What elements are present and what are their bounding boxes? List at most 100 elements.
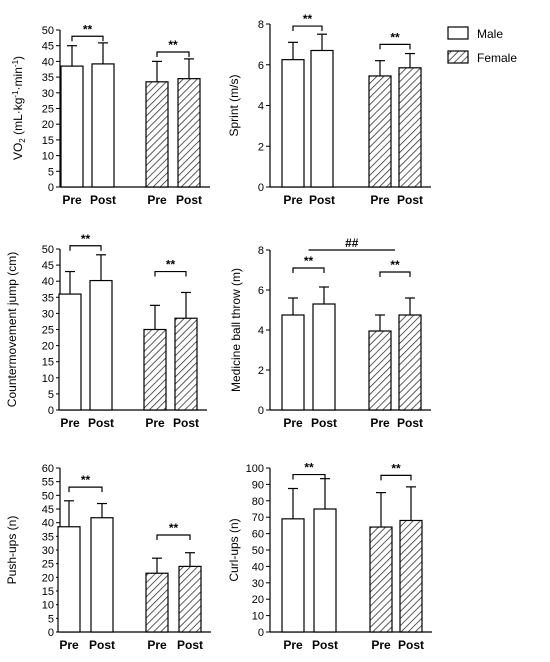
panel-5-bar-male-pre <box>57 526 81 633</box>
panel-4-y-axis-label: Medicine ball throw (m) <box>229 268 243 392</box>
panel-1-y-tick-label: 5 <box>48 166 54 178</box>
panel-3-significance-label: ** <box>166 258 176 272</box>
panel-1-y-tick-label: 30 <box>42 88 54 100</box>
panel-5-category-label: Pre <box>147 638 167 652</box>
panel-6-y-tick-label: 50 <box>252 545 264 557</box>
panel-4-y-tick-label: 6 <box>258 285 264 297</box>
panel-6-significance-label: ** <box>304 461 314 475</box>
panel-6-category-label: Post <box>398 638 424 652</box>
panel-6-y-tick-label: 70 <box>252 512 264 524</box>
panel-6-y-tick-label: 30 <box>252 578 264 590</box>
panel-2-y-tick-label: 6 <box>258 60 264 72</box>
panel-3-y-tick-label: 10 <box>42 373 54 385</box>
panel-6: 0 10 20 30 40 50 60 70 80 90 100 Curl-ups (n) Pre Pos… <box>227 461 432 652</box>
panel-6-y-tick-label: 100 <box>246 463 264 475</box>
panel-6-y-axis-label: Curl-ups (n) <box>227 518 241 581</box>
legend-female-swatch <box>447 50 469 64</box>
panel-2-bar-male-pre <box>281 59 305 188</box>
panel-3-y-axis-label: Countermovement jump (cm) <box>5 252 19 407</box>
panel-3-y-tick-label: 45 <box>42 260 54 272</box>
panel-6-y-tick-label: 90 <box>252 479 264 491</box>
panel-4-category-label: Post <box>311 416 337 430</box>
panel-2-bar-female-post <box>398 67 422 188</box>
panel-3-bar-female-pre <box>143 328 167 411</box>
panel-4-bar-female-pre <box>368 330 392 411</box>
panel-4: 0 2 4 6 8 Medicine ball throw (m) Pre Post Pre Po… <box>229 236 431 430</box>
panel-5-significance-bracket <box>156 534 191 540</box>
legend-male-label: Male <box>477 27 503 41</box>
panel-3-y-tick-label: 5 <box>48 389 54 401</box>
panel-3-category-label: Post <box>88 416 114 430</box>
panel-5-y-tick-label: 60 <box>42 463 54 475</box>
panel-3-y-tick-label: 40 <box>42 276 54 288</box>
panel-4-bar-male-pre <box>281 314 305 411</box>
legend-female-label: Female <box>477 51 517 65</box>
panel-3-significance-bracket <box>69 245 102 251</box>
panel-4-significance-label: ** <box>390 258 400 272</box>
panel-3-y-tick-label: 0 <box>48 405 54 417</box>
panel-1-y-tick-label: 10 <box>42 151 54 163</box>
panel-4-category-label: Pre <box>283 416 303 430</box>
panel-5-y-tick-label: 45 <box>42 504 54 516</box>
panel-1-y-tick-label: 35 <box>42 72 54 84</box>
panel-3-bar-male-pre <box>58 293 82 411</box>
panel-4-significance-bracket <box>292 267 325 273</box>
panel-5-bar-female-post <box>178 565 202 633</box>
panel-3-category-label: Post <box>173 416 199 430</box>
panel-4-significance-bracket <box>379 271 411 277</box>
panel-2-y-tick-label: 4 <box>258 101 264 113</box>
panel-5-significance-bracket <box>68 486 103 493</box>
panel-4-y-tick-label: 2 <box>258 365 264 377</box>
panel-6-y-tick-label: 20 <box>252 594 264 606</box>
panel-1-category-label: Pre <box>147 193 167 207</box>
panel-3-y-tick-label: 20 <box>42 341 54 353</box>
panel-5-y-tick-label: 40 <box>42 518 54 530</box>
panel-4-significance-label: ## <box>345 236 359 250</box>
panel-5-y-tick-label: 20 <box>42 572 54 584</box>
panel-3-y-tick-label: 25 <box>42 325 54 337</box>
panel-2-y-tick-label: 2 <box>258 141 264 153</box>
panel-6-y-tick-label: 10 <box>252 611 264 623</box>
panel-1-category-label: Post <box>90 193 116 207</box>
panel-5-significance-label: ** <box>81 473 91 487</box>
panel-3-significance-bracket <box>154 270 187 277</box>
panel-6-significance-bracket <box>380 474 412 481</box>
panel-2-significance-label: ** <box>390 30 400 44</box>
panel-6-category-label: Pre <box>371 638 391 652</box>
panel-4-category-label: Pre <box>370 416 390 430</box>
panel-1-y-tick-label: 0 <box>48 182 54 194</box>
panel-1: 0 5 10 15 20 25 30 35 40 45 50 Pre Post Pre Post ** ** <box>42 22 210 207</box>
panel-5-category-label: Post <box>177 638 203 652</box>
panel-5-bar-male-post <box>90 517 114 633</box>
panel-6-bar-female-post <box>399 519 423 633</box>
panel-5-y-tick-label: 55 <box>42 477 54 489</box>
panel-5-significance-label: ** <box>169 521 179 535</box>
panel-3-y-tick-label: 30 <box>42 308 54 320</box>
panel-4-bar-male-post <box>312 303 336 411</box>
panel-3-significance-label: ** <box>81 232 91 246</box>
panel-2-category-label: Pre <box>370 193 390 207</box>
panel-3: 0 5 10 15 20 25 30 35 40 45 50 Countermovement jump… <box>5 232 207 430</box>
panel-4-bar-female-post <box>398 314 422 411</box>
panel-2-category-label: Post <box>397 193 423 207</box>
panel-1-significance-bracket <box>156 51 190 57</box>
panel-1-significance-label: ** <box>83 22 93 36</box>
panel-2: 0 2 4 6 8 Sprint (m/s) Pre Post Pre Post ** ** <box>227 12 431 207</box>
panel-4-category-label: Post <box>397 416 423 430</box>
panel-6-significance-bracket <box>292 473 326 480</box>
panel-6-bar-male-pre <box>281 518 305 633</box>
panel-1-category-label: Pre <box>62 193 82 207</box>
panel-6-y-tick-label: 60 <box>252 529 264 541</box>
panel-1-bar-male-post <box>91 63 115 188</box>
panel-2-significance-label: ** <box>303 12 313 26</box>
panel-6-bar-male-post <box>313 508 337 633</box>
panel-6-y-tick-label: 40 <box>252 561 264 573</box>
panel-2-significance-bracket <box>292 25 323 32</box>
panel-5-y-tick-label: 15 <box>42 586 54 598</box>
panel-5-y-tick-label: 30 <box>42 545 54 557</box>
panel-1-y-tick-label: 50 <box>42 25 54 37</box>
panel-5-y-tick-label: 50 <box>42 490 54 502</box>
panel-5-category-label: Post <box>89 638 115 652</box>
